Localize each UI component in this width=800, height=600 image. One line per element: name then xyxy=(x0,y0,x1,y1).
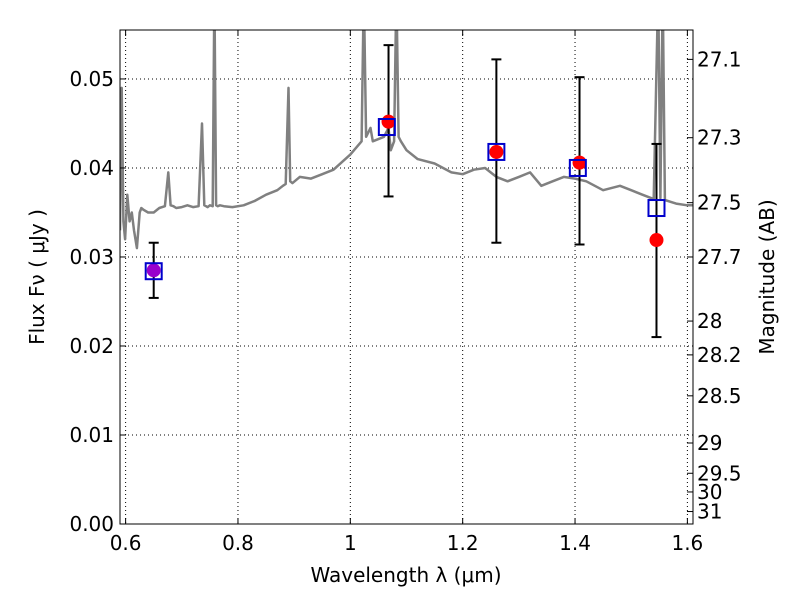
y-tick-label: 0.05 xyxy=(69,67,114,91)
grid-lines xyxy=(120,30,693,525)
model-square xyxy=(377,118,396,137)
axis-ticks: 0.6 0.8 1 1.2 1.4 1.6 0.00 0.01 0.02 0.03 0.04 0.05… xyxy=(69,30,742,555)
y-axis-title: Flux Fν ( μJy ) xyxy=(25,209,49,345)
y-tick-label: 0.00 xyxy=(69,512,114,536)
y-tick-label: 0.03 xyxy=(69,245,114,269)
right-tick-label: 28.2 xyxy=(697,343,742,367)
right-tick-label: 27.3 xyxy=(697,126,742,150)
right-tick-label: 30 xyxy=(697,480,722,504)
x-tick-label: 1 xyxy=(344,531,357,555)
model-square xyxy=(144,262,163,281)
right-tick-label: 28.5 xyxy=(697,384,742,408)
right-tick-label: 27.5 xyxy=(697,191,742,215)
y-tick-label: 0.02 xyxy=(69,334,114,358)
right-tick-label: 29 xyxy=(697,431,722,455)
x-tick-label: 1.2 xyxy=(447,531,479,555)
spectrum-line xyxy=(120,30,693,250)
y-tick-label: 0.04 xyxy=(69,156,114,180)
observed-point xyxy=(572,155,587,170)
model-square xyxy=(487,142,506,161)
x-axis-title: Wavelength λ (μm) xyxy=(310,563,501,587)
x-tick-label: 0.8 xyxy=(222,531,254,555)
right-tick-label: 28 xyxy=(697,309,722,333)
observed-point xyxy=(489,144,504,159)
plot-frame xyxy=(119,29,694,525)
y-axis-right-title: Magnitude (AB) xyxy=(755,199,779,354)
error-bars xyxy=(144,44,666,339)
model-square xyxy=(568,158,587,177)
plot-data xyxy=(120,30,693,250)
observed-point xyxy=(381,114,396,129)
right-tick-label: 27.7 xyxy=(697,245,742,269)
x-tick-label: 1.6 xyxy=(671,531,703,555)
x-tick-label: 1.4 xyxy=(559,531,591,555)
right-tick-label: 27.1 xyxy=(697,47,742,71)
x-tick-label: 0.6 xyxy=(110,531,142,555)
observed-point xyxy=(146,263,161,278)
observed-point xyxy=(649,233,664,248)
y-tick-label: 0.01 xyxy=(69,423,114,447)
right-tick-label: 29.5 xyxy=(697,461,742,485)
right-tick-label: 31 xyxy=(697,500,722,524)
model-square xyxy=(647,199,666,218)
